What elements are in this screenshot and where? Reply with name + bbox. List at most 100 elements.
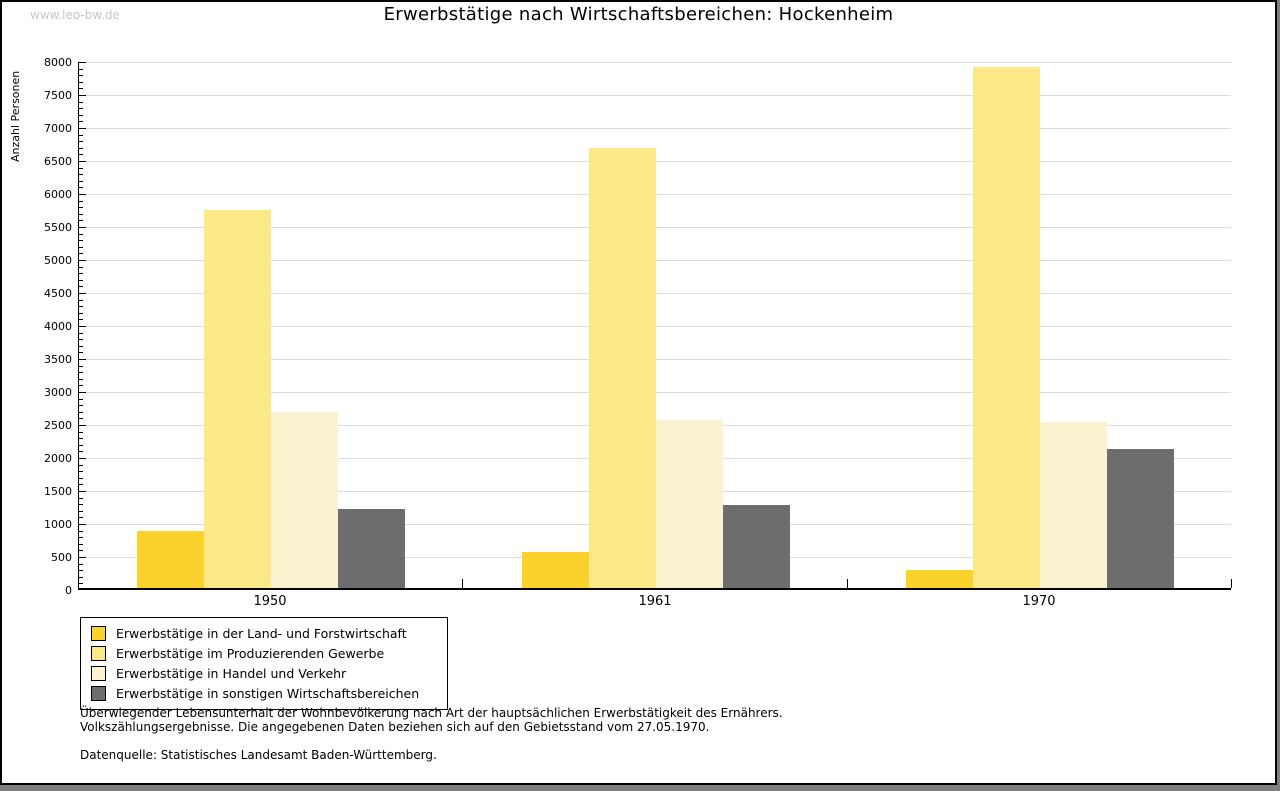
y-axis-tick-label: 0 [65,584,72,597]
bar-1970-s4 [1107,449,1174,588]
y-axis-major-tick [79,557,86,558]
x-axis-separator-tick [462,579,463,588]
y-axis-minor-tick [79,346,83,347]
y-axis-tick-label: 7500 [44,89,72,102]
y-axis-minor-tick [79,214,83,215]
y-axis-minor-tick [79,141,83,142]
x-axis-tick-label: 1961 [638,594,672,609]
y-axis-minor-tick [79,352,83,353]
y-axis-tick-label: 3000 [44,386,72,399]
bar-1950-s1 [137,531,204,588]
y-axis-minor-tick [79,102,83,103]
y-axis-major-tick [79,491,86,492]
y-axis-minor-tick [79,154,83,155]
bar-1950-s2 [204,210,271,588]
plot-area [78,62,1232,590]
legend-label: Erwerbstätige in der Land- und Forstwirt… [116,625,407,641]
y-axis-minor-tick [79,465,83,466]
y-axis-minor-tick [79,108,83,109]
y-axis-minor-tick [79,478,83,479]
y-axis-minor-tick [79,75,83,76]
y-axis-tick-label: 2000 [44,452,72,465]
y-axis-minor-tick [79,412,83,413]
x-axis-separator-tick [847,579,848,588]
y-axis-tick-label: 3500 [44,353,72,366]
y-axis-minor-tick [79,511,83,512]
legend-row: Erwerbstätige in der Land- und Forstwirt… [91,623,437,643]
legend-label: Erwerbstätige im Produzierenden Gewerbe [116,645,385,661]
y-axis-minor-tick [79,577,83,578]
y-axis-minor-tick [79,280,83,281]
y-axis-minor-tick [79,240,83,241]
legend-row: Erwerbstätige in Handel und Verkehr [91,663,437,683]
bar-1970-s1 [906,570,973,588]
y-axis-minor-tick [79,313,83,314]
y-axis-major-tick [79,392,86,393]
y-axis-minor-tick [79,564,83,565]
y-axis-minor-tick [79,451,83,452]
y-axis-tick-label: 4500 [44,287,72,300]
bar-1950-s4 [338,509,405,588]
y-axis-minor-tick [79,181,83,182]
y-axis-minor-tick [79,537,83,538]
legend-label: Erwerbstätige in sonstigen Wirtschaftsbe… [116,685,420,701]
y-axis-tick-label: 4000 [44,320,72,333]
y-axis-minor-tick [79,300,83,301]
y-axis-title: Anzahl Personen [9,70,22,162]
y-axis-major-tick [79,128,86,129]
y-axis-minor-tick [79,418,83,419]
y-axis-minor-tick [79,438,83,439]
y-axis-minor-tick [79,405,83,406]
bar-1970-s2 [973,67,1040,588]
bar-1970-s3 [1040,422,1107,588]
bar-1961-s2 [589,148,656,588]
y-axis-minor-tick [79,504,83,505]
y-axis-minor-tick [79,82,83,83]
y-axis-minor-tick [79,570,83,571]
y-axis-tick-label: 500 [51,551,72,564]
x-axis-separator-tick [1231,579,1232,588]
y-axis-minor-tick [79,247,83,248]
y-axis-minor-tick [79,379,83,380]
y-axis-minor-tick [79,115,83,116]
y-axis-minor-tick [79,253,83,254]
bar-1961-s3 [656,420,723,588]
y-axis-minor-tick [79,121,83,122]
legend-label: Erwerbstätige in Handel und Verkehr [116,665,347,681]
legend-row: Erwerbstätige im Produzierenden Gewerbe [91,643,437,663]
gridline [79,128,1231,129]
y-axis-tick-label: 6500 [44,155,72,168]
y-axis-minor-tick [79,187,83,188]
gridline [79,95,1231,96]
y-axis-major-tick [79,260,86,261]
footnote-line-2: Volkszählungsergebnisse. Die angegebenen… [80,720,710,734]
y-axis-minor-tick [79,207,83,208]
y-axis-major-tick [79,62,86,63]
y-axis-tick-label: 5500 [44,221,72,234]
y-axis-minor-tick [79,399,83,400]
y-axis-minor-tick [79,517,83,518]
y-axis-minor-tick [79,234,83,235]
y-axis-minor-tick [79,306,83,307]
bar-1961-s1 [522,552,589,588]
legend-swatch-icon [91,685,106,701]
legend-swatch-icon [91,665,106,681]
footnote-line-1: Überwiegender Lebensunterhalt der Wohnbe… [80,706,783,720]
y-axis-minor-tick [79,445,83,446]
y-axis-minor-tick [79,583,83,584]
y-axis-minor-tick [79,220,83,221]
y-axis-tick-label: 1000 [44,518,72,531]
y-axis-major-tick [79,425,86,426]
y-axis-major-tick [79,326,86,327]
legend-row: Erwerbstätige in sonstigen Wirtschaftsbe… [91,683,437,703]
y-axis-minor-tick [79,544,83,545]
y-axis-minor-tick [79,148,83,149]
bar-1950-s3 [271,412,338,588]
legend-swatch-icon [91,645,106,661]
y-axis-major-tick [79,95,86,96]
y-axis-tick-label: 5000 [44,254,72,267]
y-axis-minor-tick [79,366,83,367]
datasource-note: Datenquelle: Statistisches Landesamt Bad… [80,748,437,762]
y-axis-minor-tick [79,267,83,268]
x-axis-tick-label: 1950 [253,594,287,609]
